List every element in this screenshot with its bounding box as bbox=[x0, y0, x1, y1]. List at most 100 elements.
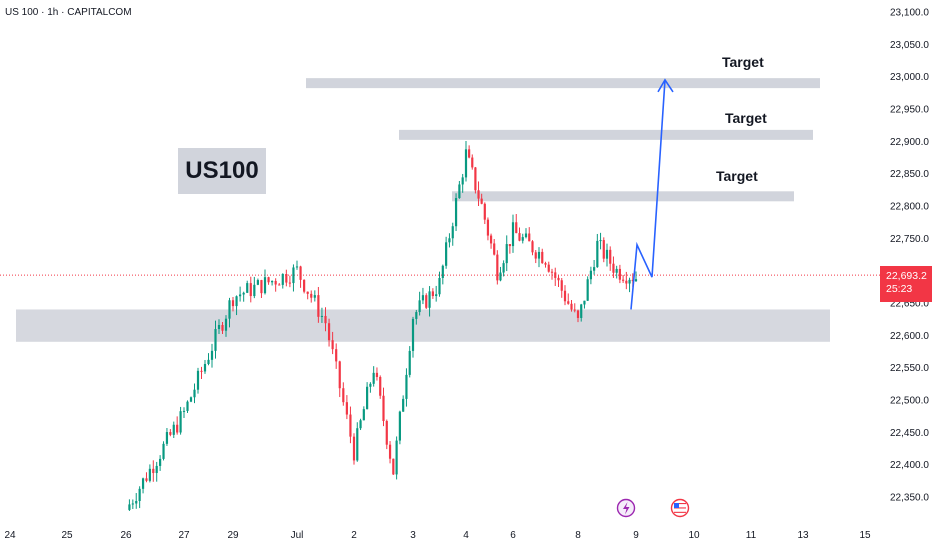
candle-body bbox=[292, 267, 295, 284]
candle-body bbox=[155, 465, 158, 474]
candle-body bbox=[295, 266, 299, 268]
candle-body bbox=[537, 251, 541, 259]
candle-body bbox=[454, 198, 458, 227]
arrow-head bbox=[657, 78, 674, 93]
candle-body bbox=[554, 272, 557, 278]
support-zone bbox=[16, 309, 830, 342]
y-tick-label: 22,800.0 bbox=[890, 202, 929, 213]
candle-body bbox=[162, 443, 165, 459]
candle-body bbox=[489, 235, 493, 244]
candle-body bbox=[385, 421, 388, 445]
x-tick-label: 3 bbox=[410, 530, 416, 541]
candle-body bbox=[458, 184, 461, 199]
x-tick-label: 25 bbox=[61, 530, 73, 541]
candle-body bbox=[186, 401, 189, 411]
candle-body bbox=[306, 291, 309, 294]
candle-body bbox=[200, 370, 203, 372]
candle-body bbox=[468, 149, 471, 158]
candle-body bbox=[196, 370, 200, 390]
y-tick-label: 22,400.0 bbox=[890, 460, 929, 471]
candle-body bbox=[253, 284, 256, 297]
candle-body bbox=[550, 271, 554, 273]
candle-body bbox=[634, 279, 638, 282]
candle-body bbox=[221, 324, 224, 331]
candle-body bbox=[260, 280, 263, 294]
x-tick-label: 9 bbox=[633, 530, 639, 541]
candle-body bbox=[631, 279, 634, 282]
candle-body bbox=[605, 249, 609, 259]
candle-body bbox=[310, 293, 313, 298]
candle-body bbox=[379, 377, 382, 396]
candle-body bbox=[172, 424, 175, 435]
candle-body bbox=[231, 300, 235, 307]
event-markers[interactable] bbox=[616, 498, 690, 518]
candle-body bbox=[625, 280, 628, 284]
price-axis[interactable]: 22,350.0 22,400.0 22,450.0 22,500.0 22,550.0… bbox=[890, 8, 929, 504]
candle-body bbox=[203, 364, 207, 372]
flag-stripe bbox=[674, 505, 686, 507]
y-tick-label: 23,100.0 bbox=[890, 8, 929, 19]
candle-body bbox=[421, 295, 425, 301]
candle-body bbox=[320, 315, 324, 317]
candle-body bbox=[345, 402, 348, 415]
candle-body bbox=[193, 389, 196, 398]
time-axis[interactable]: 24 25 26 27 29 Jul 2 3 4 6 8 9 10 11 13 15 bbox=[4, 530, 871, 541]
candle-body bbox=[281, 274, 284, 285]
target-zone-3 bbox=[452, 191, 794, 202]
candle-body bbox=[580, 304, 583, 318]
candle-body bbox=[169, 432, 172, 435]
candle-body bbox=[531, 241, 534, 253]
candle-body bbox=[239, 294, 242, 297]
bar-countdown: 25:23 bbox=[886, 283, 913, 295]
candle-body bbox=[441, 265, 444, 278]
candle-body bbox=[278, 284, 281, 286]
candle-body bbox=[352, 436, 356, 461]
candle-body bbox=[508, 244, 511, 247]
candle-body bbox=[324, 315, 327, 324]
candle-body bbox=[372, 372, 375, 384]
candle-body bbox=[567, 301, 570, 304]
candle-body bbox=[411, 318, 415, 351]
x-tick-label: 10 bbox=[688, 530, 700, 541]
candle-body bbox=[515, 222, 518, 234]
candle-body bbox=[274, 280, 277, 285]
candle-body bbox=[349, 414, 352, 437]
candle-body bbox=[618, 268, 621, 280]
x-tick-label: 29 bbox=[227, 530, 239, 541]
candle-body bbox=[299, 266, 302, 280]
candle-body bbox=[256, 280, 259, 285]
candle-body bbox=[148, 468, 151, 481]
projection-arrow bbox=[630, 78, 674, 310]
candle-body bbox=[249, 283, 252, 297]
candle-body bbox=[628, 279, 631, 284]
flag-stripe bbox=[674, 509, 686, 511]
candle-body bbox=[547, 264, 550, 272]
y-tick-label: 22,600.0 bbox=[890, 331, 929, 342]
candle-body bbox=[461, 177, 464, 185]
candle-body bbox=[480, 198, 483, 204]
candle-body bbox=[217, 324, 221, 330]
y-tick-label: 22,650.0 bbox=[890, 299, 929, 310]
candle-body bbox=[224, 318, 228, 331]
candle-body bbox=[431, 291, 434, 297]
candle-body bbox=[152, 468, 155, 474]
candle-body bbox=[331, 340, 334, 350]
candle-body bbox=[544, 263, 547, 265]
y-tick-label: 22,950.0 bbox=[890, 105, 929, 116]
candle-body bbox=[586, 279, 589, 301]
y-tick-label: 23,000.0 bbox=[890, 72, 929, 83]
candle-body bbox=[313, 295, 316, 298]
candle-body bbox=[182, 410, 186, 412]
candle-body bbox=[359, 420, 362, 429]
candle-body bbox=[135, 500, 138, 504]
x-tick-label: 8 bbox=[575, 530, 581, 541]
candle-body bbox=[369, 383, 372, 387]
x-tick-label: 27 bbox=[178, 530, 190, 541]
candle-body bbox=[596, 240, 599, 268]
x-tick-label: 4 bbox=[463, 530, 469, 541]
lightning-glyph bbox=[623, 502, 630, 515]
candle-body bbox=[502, 263, 505, 273]
candle-body bbox=[524, 233, 528, 238]
y-tick-label: 22,750.0 bbox=[890, 234, 929, 245]
